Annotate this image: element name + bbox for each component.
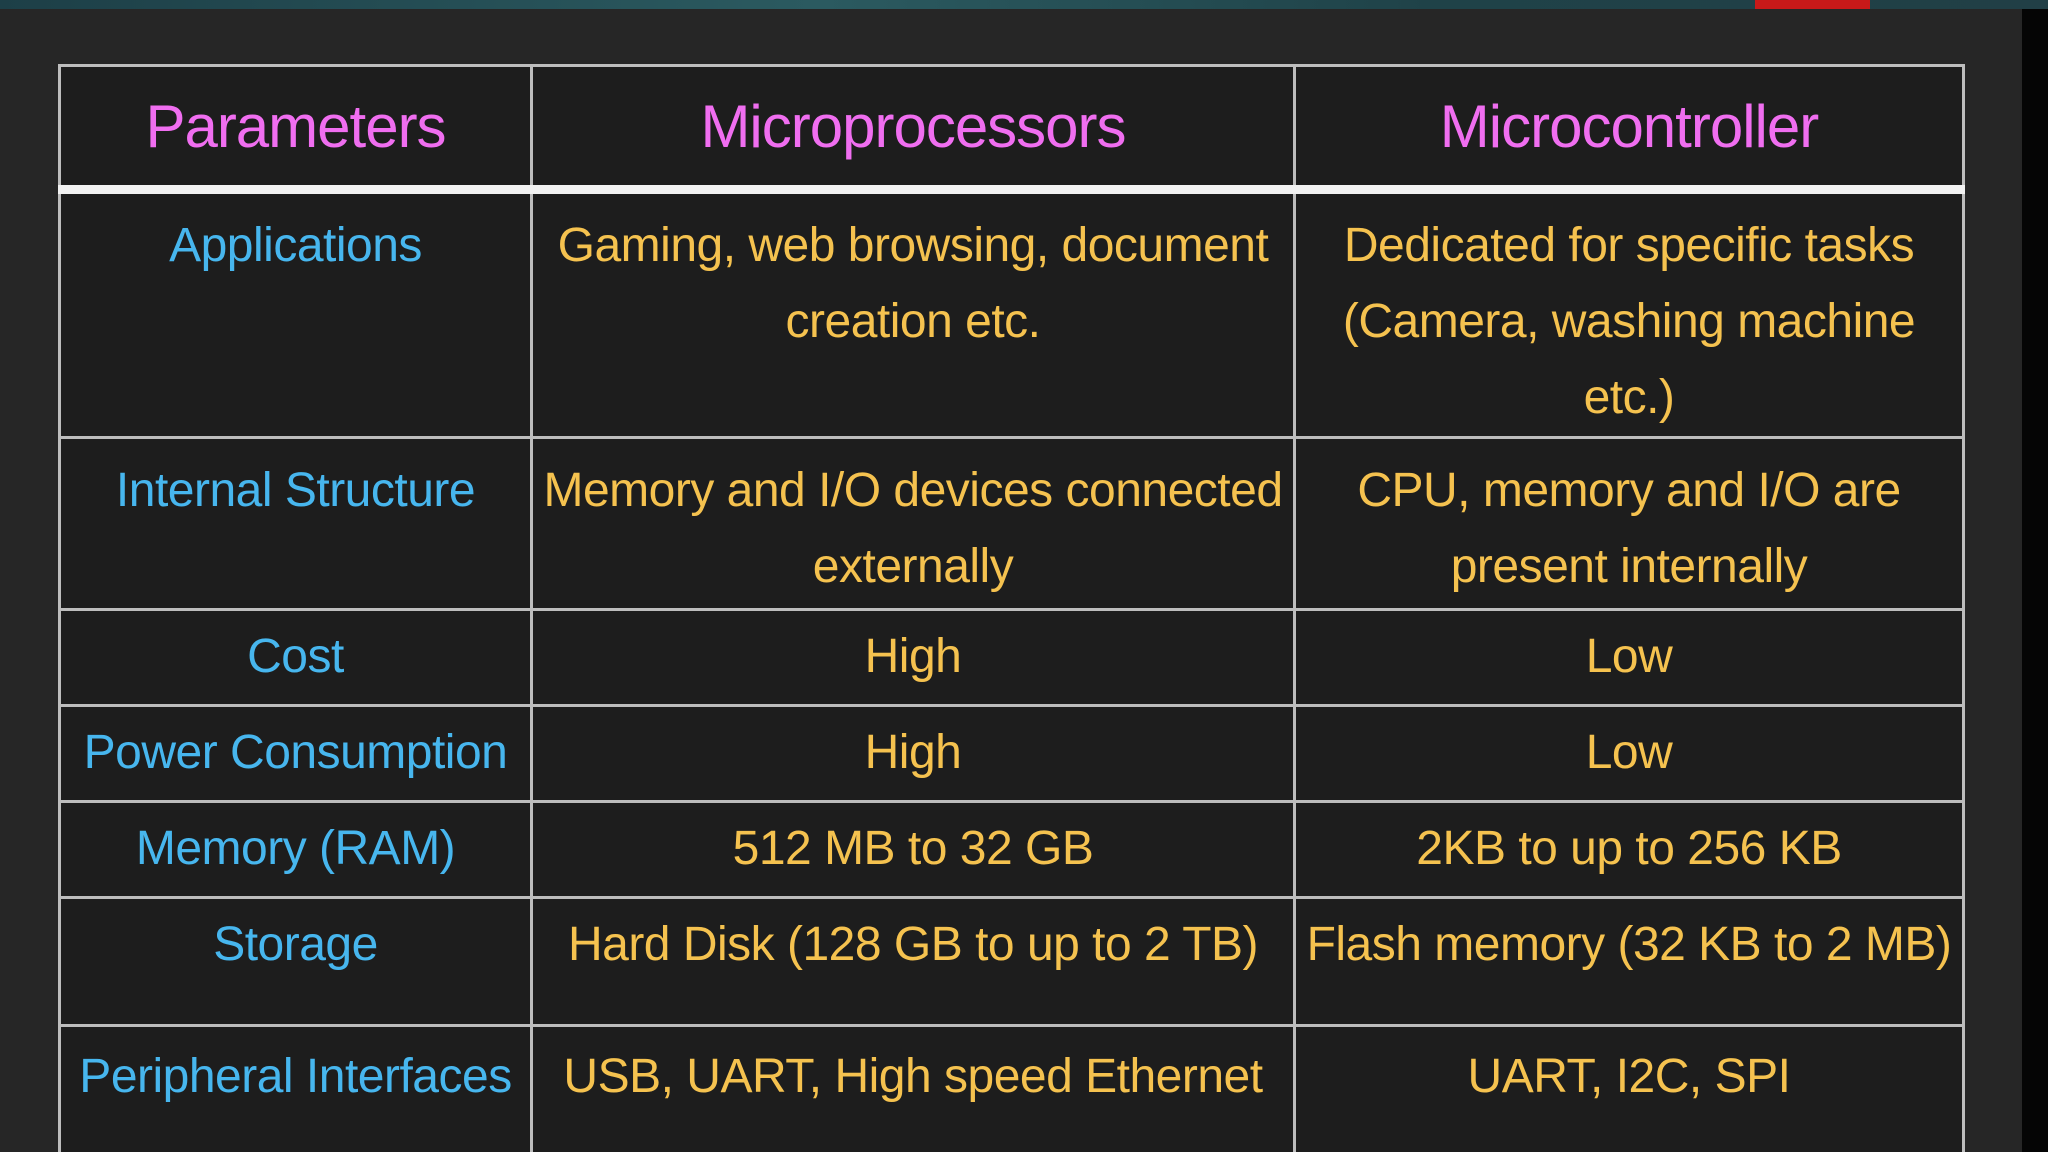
table-row-power-consumption: Power Consumption High Low (58, 704, 1965, 803)
parameter-cell: Power Consumption (58, 704, 533, 803)
microcontroller-cell: Low (1293, 608, 1965, 707)
parameter-cell: Memory (RAM) (58, 800, 533, 899)
parameter-cell: Internal Structure (58, 436, 533, 611)
table-row-memory: Memory (RAM) 512 MB to 32 GB 2KB to up t… (58, 800, 1965, 899)
top-frame-strip (0, 0, 2048, 9)
microcontroller-cell: Dedicated for specific tasks (Camera, wa… (1293, 188, 1965, 439)
microprocessor-cell: High (530, 704, 1296, 803)
microprocessor-cell: 512 MB to 32 GB (530, 800, 1296, 899)
microcontroller-cell: CPU, memory and I/O are present internal… (1293, 436, 1965, 611)
microcontroller-cell: UART, I2C, SPI (1293, 1024, 1965, 1152)
comparison-table-container: Parameters Microprocessors Microcontroll… (58, 64, 1965, 1152)
table-row-storage: Storage Hard Disk (128 GB to up to 2 TB)… (58, 896, 1965, 1027)
microcontroller-cell: 2KB to up to 256 KB (1293, 800, 1965, 899)
microprocessor-cell: Hard Disk (128 GB to up to 2 TB) (530, 896, 1296, 1027)
header-microprocessors: Microprocessors (530, 64, 1296, 194)
microcontroller-cell: Flash memory (32 KB to 2 MB) (1293, 896, 1965, 1027)
table-row-internal-structure: Internal Structure Memory and I/O device… (58, 436, 1965, 611)
table-row-applications: Applications Gaming, web browsing, docum… (58, 188, 1965, 439)
header-microcontroller: Microcontroller (1293, 64, 1965, 194)
microprocessor-cell: USB, UART, High speed Ethernet (530, 1024, 1296, 1152)
parameter-cell: Peripheral Interfaces (58, 1024, 533, 1152)
header-row: Parameters Microprocessors Microcontroll… (58, 64, 1965, 194)
table-row-cost: Cost High Low (58, 608, 1965, 707)
microcontroller-cell: Low (1293, 704, 1965, 803)
header-parameters: Parameters (58, 64, 533, 194)
table-row-peripheral-interfaces: Peripheral Interfaces USB, UART, High sp… (58, 1024, 1965, 1152)
microprocessor-cell: Gaming, web browsing, document creation … (530, 188, 1296, 439)
comparison-table: Parameters Microprocessors Microcontroll… (58, 64, 1965, 1152)
microprocessor-cell: High (530, 608, 1296, 707)
slide-right-edge (2022, 9, 2048, 1152)
microprocessor-cell: Memory and I/O devices connected externa… (530, 436, 1296, 611)
parameter-cell: Cost (58, 608, 533, 707)
parameter-cell: Applications (58, 188, 533, 439)
progress-accent (1755, 0, 1870, 9)
parameter-cell: Storage (58, 896, 533, 1027)
